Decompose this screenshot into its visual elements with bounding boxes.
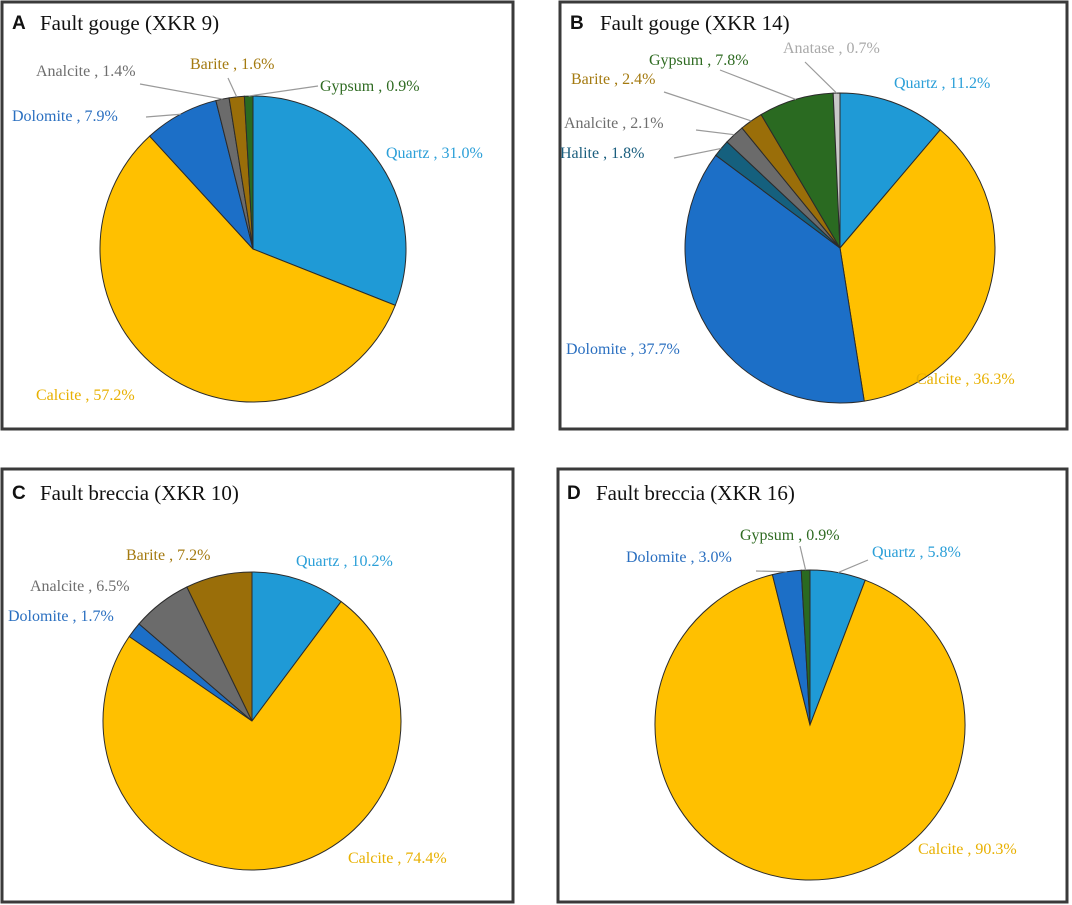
pie-b-label-quartz: Quartz , 11.2% xyxy=(894,75,990,92)
pie-a-slice-calcite xyxy=(99,135,396,403)
pie-b-slice-quartz xyxy=(839,92,941,250)
pie-d-label-quartz: Quartz , 5.8% xyxy=(872,544,961,561)
leader-line xyxy=(799,545,807,571)
panel-a: A Fault gouge (XKR 9) Quartz , 31.0% Cal… xyxy=(0,0,515,431)
pie-c-slice-quartz xyxy=(251,571,342,723)
panel-c: C Fault breccia (XKR 10) Quartz , 10.2% … xyxy=(0,467,515,904)
pie-b-label-gypsum: Gypsum , 7.8% xyxy=(649,52,749,69)
leader-line xyxy=(673,147,722,159)
leader-line xyxy=(755,570,787,573)
pie-b-label-calcite: Calcite , 36.3% xyxy=(916,371,1015,388)
pie-b-label-halite: Halite , 1.8% xyxy=(560,145,644,162)
pie-a-label-dolomite: Dolomite , 7.9% xyxy=(12,108,118,125)
pie-c-label-calcite: Calcite , 74.4% xyxy=(348,850,447,867)
panel-b-pie xyxy=(684,92,996,404)
pie-a-label-calcite: Calcite , 57.2% xyxy=(36,387,135,404)
panel-d-pie xyxy=(654,569,966,881)
panel-b-letter: B xyxy=(570,13,584,34)
pie-b-label-dolomite: Dolomite , 37.7% xyxy=(566,341,680,358)
panel-a-title: Fault gouge (XKR 9) xyxy=(40,11,219,35)
panel-a-pie xyxy=(99,95,407,403)
leader-line xyxy=(804,61,838,94)
pie-d-label-gypsum: Gypsum , 0.9% xyxy=(740,527,840,544)
leader-line xyxy=(139,83,223,100)
pie-b-slice-calcite xyxy=(839,129,996,402)
leader-line xyxy=(227,77,238,98)
pie-a-label-gypsum: Gypsum , 0.9% xyxy=(320,78,420,95)
pie-b-label-anatase: Anatase , 0.7% xyxy=(783,40,880,57)
pie-d-slice-gypsum xyxy=(800,569,811,726)
pie-c-slice-barite xyxy=(186,571,253,722)
panel-c-letter: C xyxy=(12,483,26,504)
leader-line xyxy=(663,91,752,122)
pie-a-label-barite: Barite , 1.6% xyxy=(190,56,274,73)
panel-c-title: Fault breccia (XKR 10) xyxy=(40,481,239,505)
panel-a-letter: A xyxy=(12,13,26,34)
pie-c-label-analcite: Analcite , 6.5% xyxy=(30,578,130,595)
panel-c-pie xyxy=(102,571,402,871)
panel-b: B Fault gouge (XKR 14) Quartz , 11.2% Ca… xyxy=(558,0,1069,431)
pie-c-slice-calcite xyxy=(102,600,402,871)
leader-line xyxy=(695,129,735,136)
panel-d: D Fault breccia (XKR 16) Quartz , 5.8% C… xyxy=(556,467,1069,904)
panel-d-title: Fault breccia (XKR 16) xyxy=(596,481,795,505)
panel-b-title: Fault gouge (XKR 14) xyxy=(600,11,790,35)
pie-d-label-calcite: Calcite , 90.3% xyxy=(918,841,1017,858)
leader-line xyxy=(145,113,181,118)
leader-line xyxy=(837,559,869,574)
pie-c-label-barite: Barite , 7.2% xyxy=(126,547,210,564)
pie-c-label-quartz: Quartz , 10.2% xyxy=(296,553,393,570)
pie-a-slice-quartz xyxy=(252,95,407,306)
pie-a-label-quartz: Quartz , 31.0% xyxy=(386,145,483,162)
pie-c-label-dolomite: Dolomite , 1.7% xyxy=(8,608,114,625)
pie-b-label-analcite: Analcite , 2.1% xyxy=(564,115,664,132)
pie-d-label-dolomite: Dolomite , 3.0% xyxy=(626,549,732,566)
leader-line xyxy=(719,69,797,100)
pie-a-label-analcite: Analcite , 1.4% xyxy=(36,63,136,80)
pie-b-label-barite: Barite , 2.4% xyxy=(571,71,655,88)
panel-d-letter: D xyxy=(567,483,581,504)
leader-line xyxy=(248,85,319,97)
pie-d-slice-calcite xyxy=(654,574,966,881)
pie-b-slice-dolomite xyxy=(684,154,865,404)
